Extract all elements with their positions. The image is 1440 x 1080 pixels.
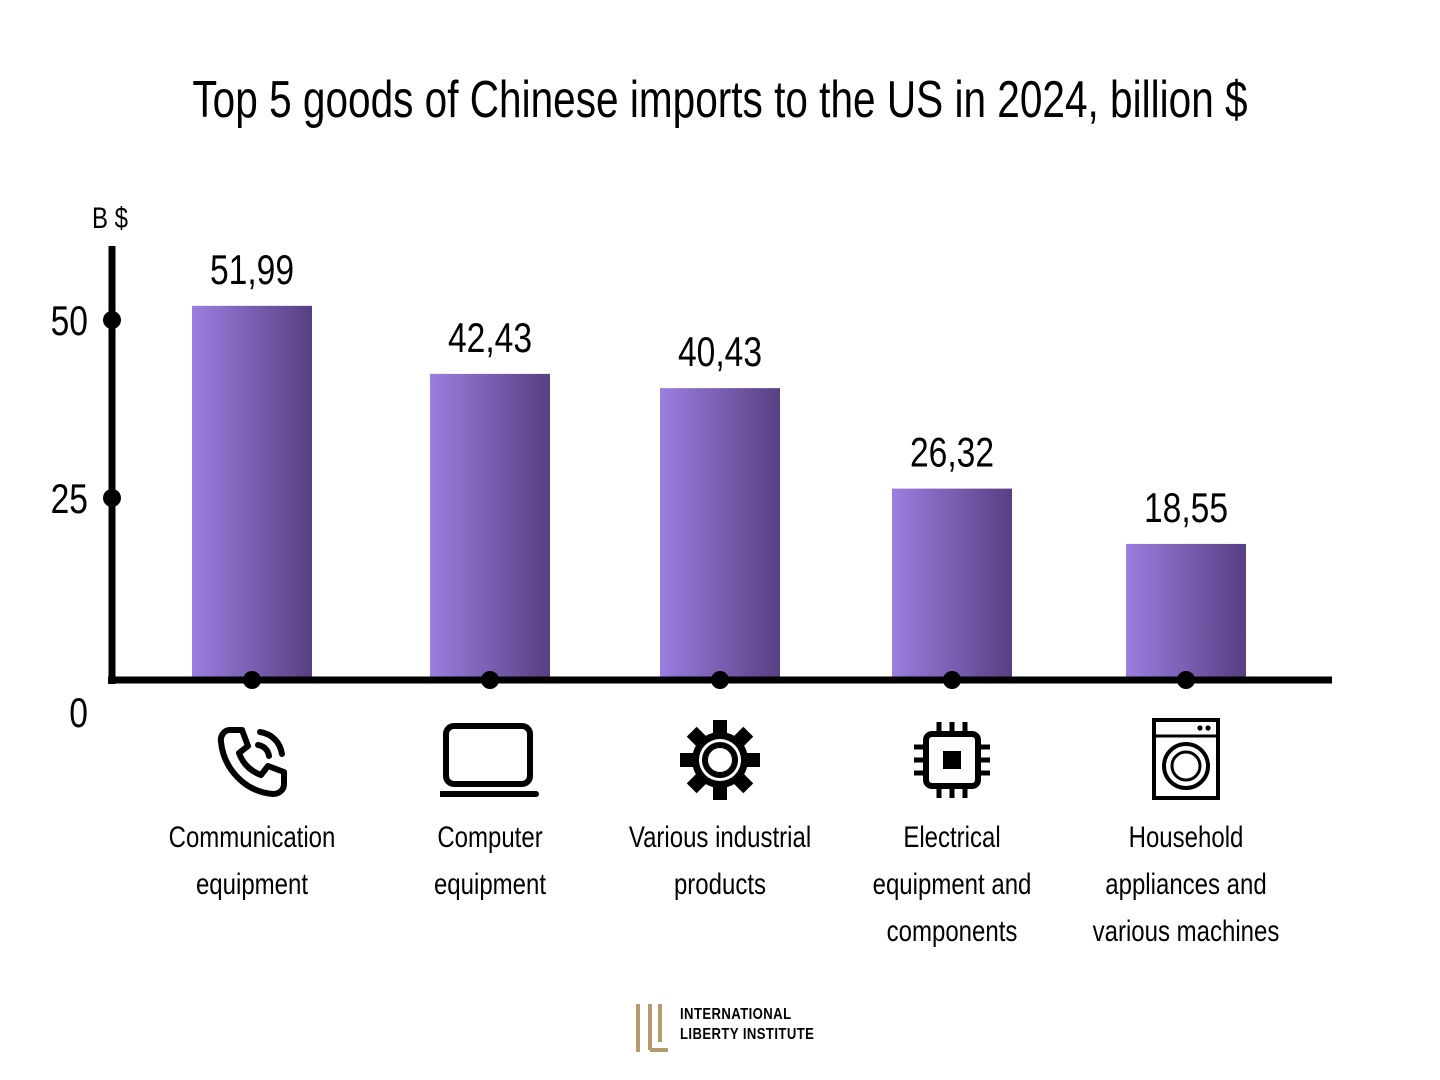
x-axis-dot	[481, 671, 499, 689]
y-tick-dot	[103, 489, 121, 507]
y-tick-label: 25	[51, 477, 88, 523]
category-label: Electrical equipment and components	[872, 821, 1032, 948]
washing-machine-icon	[1152, 718, 1220, 800]
bar-2	[430, 373, 550, 680]
y-tick-label: 0	[69, 691, 88, 737]
value-label: 18,55	[1144, 485, 1228, 531]
bar-5	[1126, 543, 1246, 680]
x-axis-dot	[711, 671, 729, 689]
y-tick-label: 50	[51, 299, 88, 345]
x-axis-dot	[943, 671, 961, 689]
gear-icon	[680, 720, 760, 800]
institute-logo: INTERNATIONAL LIBERTY INSTITUTE	[634, 1000, 814, 1054]
bar-1	[192, 305, 312, 680]
category-label: Household appliances and various machine…	[1092, 821, 1280, 948]
logo-mark	[636, 1004, 668, 1052]
y-axis-label: B $	[92, 200, 128, 234]
value-label: 42,43	[448, 315, 532, 361]
bar-4	[892, 488, 1012, 680]
category-label: Communication equipment	[168, 821, 336, 901]
bar-3	[660, 388, 780, 680]
logo-line-1: INTERNATIONAL	[680, 1006, 792, 1023]
category-label: Various industrial products	[628, 821, 812, 901]
value-label: 51,99	[210, 247, 294, 293]
laptop-icon	[440, 723, 539, 797]
value-label: 40,43	[678, 330, 762, 376]
x-axis-dot	[1177, 671, 1195, 689]
value-label: 26,32	[910, 430, 994, 476]
category-label: Computer equipment	[433, 821, 547, 901]
phone-call-icon	[217, 727, 287, 797]
chart-title: Top 5 goods of Chinese imports to the US…	[192, 71, 1248, 129]
chip-icon	[914, 722, 990, 798]
logo-line-2: LIBERTY INSTITUTE	[680, 1026, 815, 1043]
x-axis-dot	[243, 671, 261, 689]
y-tick-dot	[103, 311, 121, 329]
